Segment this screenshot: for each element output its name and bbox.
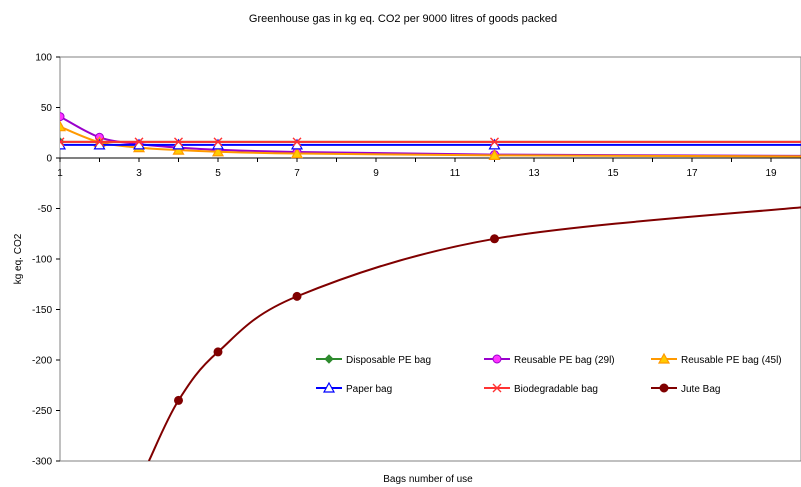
legend-marker	[492, 354, 502, 364]
data-point	[489, 137, 500, 147]
x-tick-label: 7	[294, 168, 300, 179]
data-point	[488, 149, 501, 160]
legend-marker	[322, 381, 336, 393]
legend-box	[313, 345, 799, 401]
data-point	[134, 137, 144, 147]
x-tick-label: 17	[686, 168, 698, 179]
legend-item: Reusable PE bag (45l)	[651, 352, 782, 366]
data-point	[94, 137, 105, 147]
legend-item: Paper bag	[316, 381, 392, 395]
y-tick-label: -100	[32, 255, 52, 266]
data-point	[213, 137, 223, 147]
y-tick-label: 0	[46, 154, 52, 165]
legend-marker	[657, 352, 671, 364]
x-tick-label: 3	[136, 168, 142, 179]
y-tick-label: -300	[32, 457, 52, 468]
data-point	[213, 347, 223, 357]
y-tick-label: -50	[38, 204, 53, 215]
legend-label: Paper bag	[346, 384, 392, 395]
x-tick-label: 1	[57, 168, 63, 179]
legend-item: Biodegradable bag	[484, 383, 598, 395]
legend-label: Reusable PE bag (45l)	[681, 355, 782, 366]
x-axis: 1 3 5 7 9 11 13 15 17 19	[57, 157, 801, 179]
legend-label: Reusable PE bag (29l)	[514, 355, 615, 366]
legend-item: Jute Bag	[651, 383, 720, 395]
legend-label: Biodegradable bag	[514, 384, 598, 395]
legend-marker	[492, 383, 502, 393]
x-tick-label: 9	[373, 168, 379, 179]
chart-title: Greenhouse gas in kg eq. CO2 per 9000 li…	[249, 13, 557, 25]
legend-label: Jute Bag	[681, 384, 720, 395]
legend: Disposable PE bag Reusable PE bag (29l) Re…	[313, 345, 799, 401]
x-tick-label: 5	[215, 168, 221, 179]
data-point	[292, 137, 302, 147]
series-5	[147, 206, 801, 461]
data-point	[60, 120, 67, 132]
data-point	[60, 137, 65, 147]
y-tick-label: 100	[35, 53, 52, 64]
x-tick-label: 15	[607, 168, 619, 179]
data-point	[292, 291, 302, 301]
legend-marker	[659, 383, 669, 393]
data-point	[60, 112, 65, 122]
legend-item: Disposable PE bag	[316, 354, 431, 366]
data-point	[172, 143, 185, 155]
series-4	[60, 137, 801, 147]
legend-marker	[324, 354, 334, 364]
data-point	[211, 145, 225, 157]
y-axis-label: kg eq. CO2	[13, 233, 24, 284]
y-axis: 100 50 0 -50 -100 -150 -200 -250 -300	[32, 53, 60, 468]
x-tick-label: 11	[450, 168, 461, 179]
y-tick-label: -200	[32, 356, 52, 367]
y-tick-label: 50	[41, 103, 53, 114]
series-layer	[60, 112, 801, 461]
legend-label: Disposable PE bag	[346, 355, 431, 366]
data-point	[173, 137, 184, 147]
data-point	[174, 395, 183, 405]
y-tick-label: -250	[32, 406, 52, 417]
x-axis-label: Bags number of use	[383, 474, 473, 485]
x-tick-label: 19	[765, 168, 777, 179]
data-point	[490, 234, 499, 244]
legend-item: Reusable PE bag (29l)	[484, 354, 615, 366]
y-tick-label: -150	[32, 305, 52, 316]
data-point	[290, 147, 304, 159]
x-tick-label: 13	[528, 168, 540, 179]
